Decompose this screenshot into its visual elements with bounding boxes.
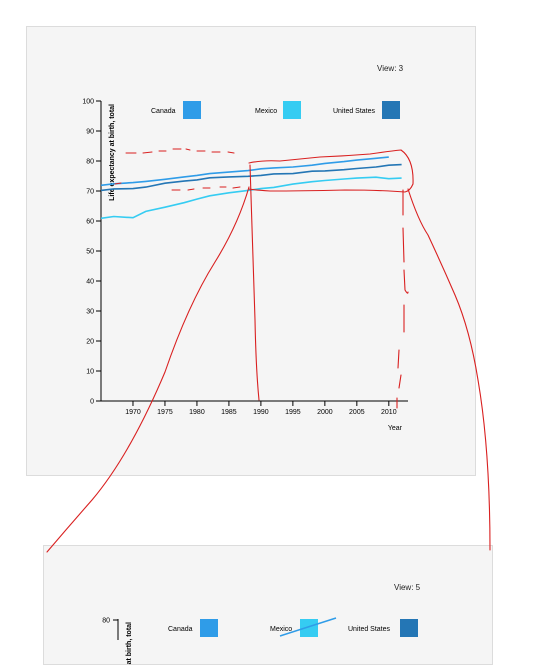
y-tick-label: 40: [86, 279, 94, 286]
annotation-dash: [142, 151, 153, 154]
y-tick-label: 100: [82, 99, 94, 106]
legend-label: Canada: [151, 108, 176, 115]
series-line-canada: [100, 156, 389, 187]
annotation-stroke: [248, 149, 414, 193]
x-tick-label: 1975: [157, 409, 173, 416]
annotation-dash: [185, 148, 191, 151]
legend-label: United States: [333, 108, 376, 115]
x-tick-label: 1970: [125, 409, 141, 416]
y-tick-label: 80: [86, 159, 94, 166]
annotation-stroke: [398, 374, 402, 389]
legend-swatch: [382, 101, 400, 119]
view5-legend-label: Canada: [168, 626, 193, 633]
annotation-stroke: [249, 164, 260, 401]
x-tick-label: 2000: [317, 409, 333, 416]
annotation-dash: [187, 188, 195, 191]
chart-overlay: 0 10 20 30 40 50 60 70 80 90 100 1970 1975 1980 1985 19…: [46, 99, 491, 665]
y-tick-label: 50: [86, 249, 94, 256]
view-label: View: 3: [377, 64, 404, 73]
annotation-stroke: [403, 269, 409, 294]
view5-legend-label: Mexico: [270, 626, 292, 633]
annotation-dash: [227, 151, 235, 154]
y-tick-label: 10: [86, 369, 94, 376]
legend-swatch: [183, 101, 201, 119]
view5-legend-label: United States: [348, 626, 391, 633]
view-label: View: 5: [394, 583, 421, 592]
legend-label: Mexico: [255, 108, 277, 115]
annotation-stroke: [407, 188, 491, 551]
x-tick-label: 1990: [253, 409, 269, 416]
x-tick-label: 1985: [221, 409, 237, 416]
view5-series-line: [279, 617, 337, 637]
y-tick-label: 90: [86, 129, 94, 136]
view5-legend-swatch: [400, 619, 418, 637]
x-tick-label: 1995: [285, 409, 301, 416]
view5-legend-swatch: [300, 619, 318, 637]
view5-y-axis-title: Life expectancy at birth, total: [126, 622, 133, 665]
view5-y-tick-label: 80: [102, 618, 110, 625]
x-tick-label: 2005: [349, 409, 365, 416]
y-tick-label: 20: [86, 339, 94, 346]
series-line-united-states: [100, 163, 402, 192]
view5-legend-swatch: [200, 619, 218, 637]
annotation-stroke: [46, 186, 250, 553]
y-tick-label: 70: [86, 189, 94, 196]
y-tick-label: 30: [86, 309, 94, 316]
x-tick-label: 1980: [189, 409, 205, 416]
y-tick-label: 60: [86, 219, 94, 226]
annotation-stroke: [397, 349, 400, 369]
x-tick-label: 2010: [381, 409, 397, 416]
annotation-stroke: [402, 227, 405, 263]
x-axis-title: Year: [388, 425, 403, 432]
y-axis-title: Life expectancy at birth, total: [109, 104, 116, 201]
legend-swatch: [283, 101, 301, 119]
annotation-dash: [114, 182, 122, 185]
y-tick-label: 0: [90, 399, 94, 406]
annotation-dash: [232, 186, 241, 189]
